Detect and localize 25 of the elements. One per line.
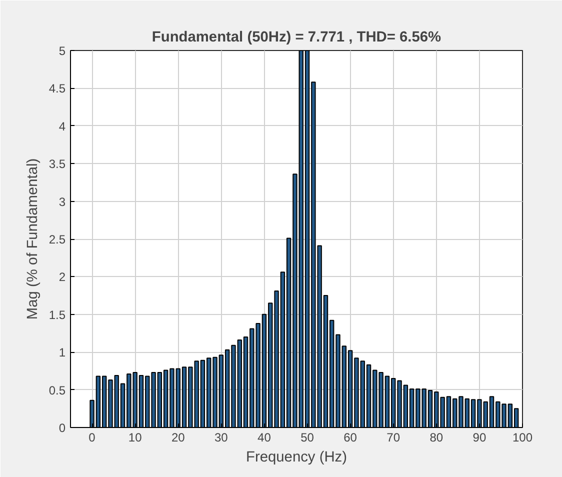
x-tick-label: 70 xyxy=(386,430,400,444)
x-tick-label: 60 xyxy=(344,430,358,444)
y-axis-title: Mag (% of Fundamental) xyxy=(24,158,41,320)
x-tick-label: 90 xyxy=(472,430,486,444)
x-tick-label: 0 xyxy=(88,430,96,444)
x-tick-label: 10 xyxy=(128,430,142,444)
x-tick-label: 100 xyxy=(512,430,533,444)
x-tick-label: 80 xyxy=(430,430,444,444)
x-axis-title: Frequency (Hz) xyxy=(246,450,348,466)
y-tick-label: 0 xyxy=(58,421,66,435)
x-tick-label: 20 xyxy=(171,430,186,444)
y-tick-label: 4.5 xyxy=(48,82,66,96)
x-tick-label: 30 xyxy=(214,430,228,444)
y-tick-label: 0.5 xyxy=(48,383,66,398)
x-tick-label: 50 xyxy=(300,430,314,444)
chart-title: Fundamental (50Hz) = 7.771 , THD= 6.56% xyxy=(152,30,442,46)
y-tick-label: 5 xyxy=(58,44,66,58)
y-tick-label: 2.5 xyxy=(48,232,66,246)
y-tick-label: 3 xyxy=(58,194,66,209)
y-tick-label: 3.5 xyxy=(48,157,66,172)
y-tick-label: 2 xyxy=(58,270,66,284)
y-tick-label: 1 xyxy=(58,346,66,360)
y-tick-label: 4 xyxy=(58,119,66,134)
x-tick-label: 40 xyxy=(258,430,272,444)
y-tick-label: 1.5 xyxy=(48,308,66,322)
